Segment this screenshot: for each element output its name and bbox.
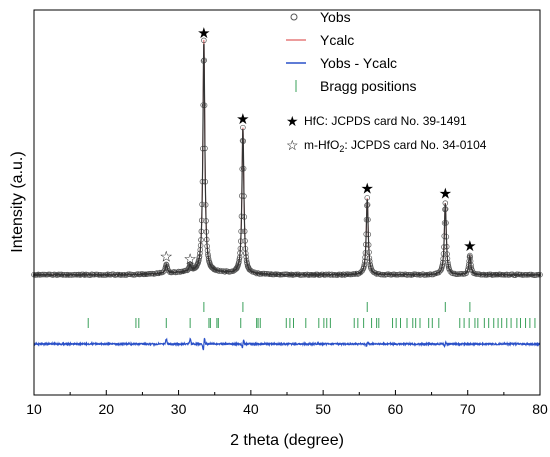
legend-yobs-label: Yobs — [320, 9, 351, 25]
x-tick-label: 20 — [98, 401, 114, 417]
hfc-peak-star: ★ — [463, 237, 476, 255]
hfc-phase-label: HfC: JCPDS card No. 39-1491 — [304, 114, 467, 128]
hfc-peak-star: ★ — [236, 110, 249, 128]
x-tick-label: 30 — [171, 401, 187, 417]
yobs-trace — [33, 43, 541, 278]
legend-diff-label: Yobs - Ycalc — [320, 55, 397, 71]
x-tick-label: 40 — [243, 401, 259, 417]
x-tick-label: 80 — [532, 401, 548, 417]
hfo2-phase-label: m-HfO2: JCPDS card No. 34-0104 — [304, 138, 487, 154]
yobs-point — [161, 268, 167, 274]
x-axis-ticks: 10 20 30 40 50 60 70 80 — [26, 390, 548, 417]
yobs-point — [201, 37, 207, 44]
x-tick-label: 70 — [460, 401, 476, 417]
peak-markers: ★ ★ ★ ★ ★ ☆ ☆ — [160, 24, 477, 268]
hfo2-peak-star: ☆ — [160, 248, 173, 266]
legend: Yobs Ycalc Yobs - Ycalc Bragg positions — [286, 9, 417, 94]
y-axis-title: Intensity (a.u.) — [9, 151, 26, 252]
bragg-positions — [87, 302, 536, 328]
yobs-point — [248, 267, 254, 274]
hfc-peak-star: ★ — [197, 24, 210, 42]
x-tick-label: 60 — [388, 401, 404, 417]
plot-area: ★ ★ ★ ★ ★ ☆ ☆ — [31, 24, 543, 351]
hfc-star-symbol: ★ — [286, 113, 299, 129]
legend-ycalc-label: Ycalc — [320, 32, 354, 48]
phase-annotations: ★ HfC: JCPDS card No. 39-1491 ☆ m-HfO2: … — [286, 113, 487, 154]
legend-yobs-symbol — [290, 13, 298, 21]
plot-frame — [33, 9, 541, 396]
legend-bragg-label: Bragg positions — [320, 78, 417, 94]
hfo2-star-symbol: ☆ — [286, 137, 299, 153]
hfc-peak-star: ★ — [361, 180, 374, 198]
x-axis-title: 2 theta (degree) — [230, 432, 344, 449]
difference-curve — [33, 337, 541, 351]
yobs-point — [447, 268, 454, 275]
x-tick-label: 10 — [26, 401, 42, 417]
hfo2-peak-star: ☆ — [183, 250, 196, 268]
hfc-peak-star: ★ — [439, 184, 452, 202]
x-tick-label: 50 — [315, 401, 331, 417]
